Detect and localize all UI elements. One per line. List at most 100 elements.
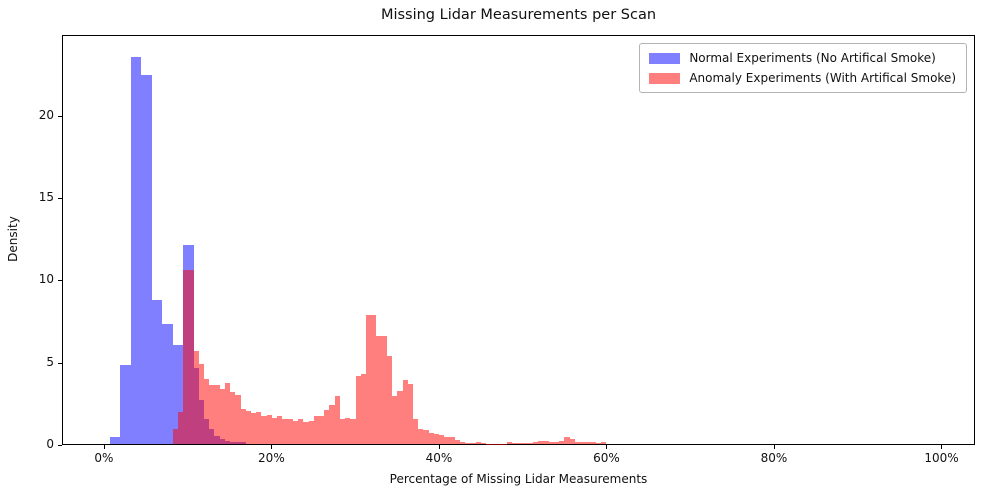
- y-tick-label: 15: [38, 190, 54, 204]
- histogram-bar-normal: [151, 299, 158, 444]
- histogram-bar-normal: [141, 74, 147, 444]
- x-tick-mark: [438, 445, 440, 449]
- histogram-bar-anomaly: [230, 392, 236, 444]
- histogram-bar-normal: [162, 323, 168, 444]
- x-tick-mark: [941, 445, 943, 449]
- histogram-bar-normal: [157, 299, 163, 444]
- histogram-bar-anomaly: [355, 376, 361, 444]
- histogram-bar-anomaly: [392, 395, 398, 444]
- legend-label: Normal Experiments (No Artifical Smoke): [689, 51, 936, 65]
- histogram-bar-anomaly: [204, 379, 210, 444]
- histogram-bar-anomaly: [475, 441, 481, 444]
- histogram-bar-anomaly: [271, 417, 278, 444]
- histogram-bar-anomaly: [177, 412, 184, 444]
- histogram-bar-anomaly: [256, 412, 262, 444]
- x-axis-label: Percentage of Missing Lidar Measurements: [389, 472, 648, 486]
- histogram-bar-anomaly: [313, 416, 319, 444]
- histogram-bar-anomaly: [329, 404, 335, 444]
- histogram-bar-anomaly: [548, 441, 555, 444]
- legend-entry: Anomaly Experiments (With Artifical Smok…: [649, 71, 956, 85]
- histogram-bar-anomaly: [527, 443, 534, 444]
- histogram-bar-normal: [125, 364, 131, 444]
- histogram-bar-anomaly: [449, 437, 455, 444]
- y-tick-label: 5: [46, 354, 54, 369]
- histogram-bar-anomaly: [533, 441, 539, 444]
- x-tick-mark: [606, 445, 608, 449]
- y-tick-label: 20: [38, 107, 54, 122]
- y-tick-mark: [58, 445, 62, 446]
- histogram-bar-anomaly: [251, 412, 257, 444]
- histogram-bar-normal: [167, 323, 173, 444]
- histogram-bar-anomaly: [454, 439, 460, 444]
- histogram-bar-anomaly: [580, 441, 586, 444]
- plot-area: Normal Experiments (No Artifical Smoke) A…: [62, 35, 975, 445]
- x-tick-label: 100%: [924, 451, 959, 465]
- histogram-bar-normal: [115, 436, 121, 444]
- histogram-bar-anomaly: [209, 385, 215, 444]
- histogram-bar-anomaly: [507, 442, 513, 444]
- histogram-bar-anomaly: [334, 396, 340, 444]
- histogram-bar-anomaly: [554, 441, 560, 444]
- histogram-bar-anomaly: [240, 408, 246, 444]
- histogram-bar-anomaly: [522, 443, 528, 444]
- x-tick-mark: [271, 445, 273, 449]
- histogram-bar-anomaly: [266, 414, 272, 444]
- y-tick-mark: [58, 115, 62, 117]
- x-tick-label: 20%: [258, 451, 285, 465]
- legend-label: Anomaly Experiments (With Artifical Smok…: [689, 71, 956, 85]
- histogram-bar-normal: [146, 74, 152, 444]
- histogram-bar-normal: [172, 344, 178, 444]
- histogram-bar-anomaly: [287, 418, 293, 444]
- legend-entry: Normal Experiments (No Artifical Smoke): [649, 51, 956, 65]
- histogram-bar-normal: [136, 57, 142, 444]
- x-tick-label: 80%: [760, 451, 788, 465]
- histogram-bar-anomaly: [601, 442, 607, 444]
- chart-title: Missing Lidar Measurements per Scan: [380, 7, 657, 23]
- histogram-bar-anomaly: [324, 409, 330, 444]
- histogram-bar-anomaly: [376, 335, 382, 444]
- histogram-bar-normal: [177, 344, 184, 444]
- histogram-bar-anomaly: [590, 442, 596, 444]
- histogram-bar-anomaly: [282, 419, 288, 444]
- y-tick-mark: [58, 198, 62, 199]
- histogram-bar-anomaly: [261, 416, 267, 444]
- x-tick-label: 60%: [593, 451, 620, 465]
- histogram-bar-anomaly: [318, 416, 325, 444]
- histogram-bar-anomaly: [381, 335, 387, 444]
- histogram-bar-anomaly: [428, 432, 434, 444]
- histogram-bar-anomaly: [465, 442, 471, 444]
- histogram-bar-anomaly: [517, 443, 523, 444]
- histogram-bar-anomaly: [423, 430, 429, 444]
- legend-swatch-anomaly: [649, 72, 681, 84]
- histogram-bar-anomaly: [303, 421, 309, 444]
- legend-swatch-normal: [649, 52, 681, 64]
- histogram-bar-anomaly: [308, 421, 314, 444]
- histogram-bar-normal: [110, 436, 116, 444]
- histogram-bar-anomaly: [193, 351, 199, 444]
- x-tick-label: 0%: [94, 451, 114, 465]
- histogram-bar-anomaly: [214, 385, 220, 444]
- histogram-bar-anomaly: [444, 437, 450, 444]
- histogram-bar-anomaly: [512, 443, 518, 444]
- histogram-bar-anomaly: [219, 389, 225, 444]
- y-tick-mark: [58, 362, 62, 364]
- histogram-bar-anomaly: [172, 429, 178, 444]
- histogram-bar-anomaly: [183, 270, 189, 444]
- x-tick-mark: [773, 445, 775, 449]
- histogram-bar-anomaly: [418, 429, 424, 444]
- x-tick-mark: [103, 445, 105, 449]
- histogram-bar-anomaly: [235, 394, 241, 444]
- x-tick-label: 40%: [425, 451, 453, 465]
- histogram-bar-anomaly: [292, 421, 299, 444]
- histogram-bar-anomaly: [350, 418, 356, 444]
- histogram-bar-anomaly: [480, 443, 487, 444]
- histogram-bar-normal: [120, 364, 126, 444]
- y-tick-label: 10: [38, 272, 54, 287]
- y-axis-label: Density: [6, 216, 20, 262]
- legend: Normal Experiments (No Artifical Smoke) A…: [639, 43, 967, 93]
- histogram-bar-anomaly: [564, 436, 570, 444]
- y-tick-label: 0: [46, 437, 54, 451]
- histogram-bar-anomaly: [371, 315, 377, 444]
- histogram-bar-anomaly: [339, 419, 346, 444]
